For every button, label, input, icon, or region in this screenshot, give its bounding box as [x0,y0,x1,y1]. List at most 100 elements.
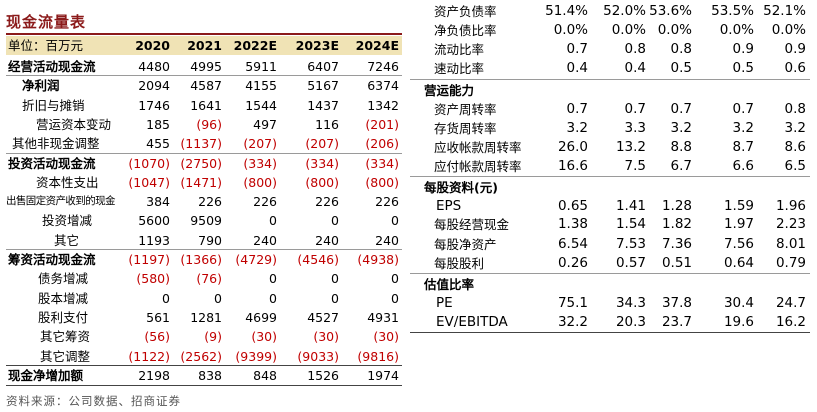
row-value: 6407 [307,59,339,74]
row-value: (1070) [128,155,170,171]
row-value: 790 [198,232,222,248]
row-value: 13.2 [615,139,646,155]
row-value: 226 [198,194,222,210]
section-label: 每股资料(元) [424,180,498,195]
row-label: 现金净增加额 [8,367,84,383]
header-year: 2023E [295,38,339,53]
row-value: 0.79 [775,255,806,271]
row-value: (207) [243,136,277,152]
row-value: 53.5% [711,3,754,19]
row-value: 3.2 [670,120,692,136]
table-row: 应付帐款周转率 16.6 7.5 6.7 6.6 6.5 [410,157,810,176]
row-value: 5911 [245,59,277,74]
row-value: (1122) [128,348,170,364]
row-value: (96) [196,116,222,132]
row-value: 0.8 [670,41,692,57]
row-value: (30) [373,329,399,345]
table-row: 每股经营现金 1.38 1.54 1.82 1.97 2.23 [410,215,810,234]
row-value: 561 [146,309,170,325]
row-value: 1641 [190,97,222,113]
table-row: 应收帐款周转率 26.0 13.2 8.8 8.7 8.6 [410,138,810,157]
table-row: 净负债比率 0.0% 0.0% 0.0% 0.0% 0.0% [410,21,810,40]
row-value: 848 [253,367,277,383]
row-label: 债务增减 [38,271,89,287]
row-value: 51.4% [545,3,588,19]
row-value: 6374 [367,78,399,94]
row-label: 资产负债率 [434,4,497,19]
row-value: 0.9 [784,41,806,57]
row-value: (2750) [180,155,222,171]
row-value: 6.54 [557,236,588,252]
row-value: 9509 [190,213,222,229]
row-value: 1437 [307,97,339,113]
row-value: (800) [365,174,399,190]
row-value: 16.2 [775,314,806,330]
row-value: 0.7 [732,101,754,117]
row-value: 7.36 [661,236,692,252]
row-divider [6,364,402,366]
row-divider [6,75,402,77]
table-row: 资产负债率 51.4% 52.0% 53.6% 53.5% 52.1% [410,2,810,21]
row-value: (334) [365,155,399,171]
row-value: 0 [331,271,339,287]
row-value: 0.4 [624,60,646,76]
row-value: 1342 [367,97,399,113]
row-label: 应收帐款周转率 [434,140,522,155]
row-value: 4155 [245,78,277,94]
row-value: (580) [136,271,170,287]
page-title: 现金流量表 [6,13,87,31]
row-label: 投资增减 [42,213,93,229]
row-value: 1.97 [723,216,754,232]
row-value: 75.1 [557,295,588,311]
row-value: (334) [305,155,339,171]
row-value: 240 [253,232,277,248]
row-value: 3.2 [732,120,754,136]
table-row: 经营活动现金流 4480 4995 5911 6407 7246 [6,57,402,76]
row-value: 1746 [138,97,170,113]
row-value: 0.0% [771,22,806,38]
row-value: 497 [253,116,277,132]
row-label: 出售固定资产收到的现金 [6,195,116,208]
row-value: 0 [214,290,222,306]
row-value: 0.0% [657,22,692,38]
header-year: 2022E [233,38,277,53]
row-value: 0.26 [557,255,588,271]
source-note: 资料来源：公司数据、招商证券 [6,394,181,408]
row-value: 52.1% [763,3,806,19]
row-label: 资产周转率 [434,102,497,117]
table-row: 股本增减 0 0 0 0 0 [6,289,402,308]
table-row: 存货周转率 3.2 3.3 3.2 3.2 3.2 [410,119,810,138]
row-label: 资本性支出 [36,174,99,190]
row-value: 1.96 [775,198,806,214]
row-value: 185 [146,116,170,132]
row-label: PE [436,295,453,311]
table-row: 速动比率 0.4 0.4 0.5 0.5 0.6 [410,59,810,78]
row-value: 0 [331,213,339,229]
section-label: 营运能力 [424,83,475,98]
row-value: 240 [315,232,339,248]
row-value: 3.2 [784,120,806,136]
row-value: 8.8 [670,139,692,155]
row-value: 1.54 [615,216,646,232]
row-value: 1544 [245,97,277,113]
row-value: (206) [365,136,399,152]
row-value: 0 [391,290,399,306]
row-value: 19.6 [723,314,754,330]
table-row: 股利支付 561 1281 4699 4527 4931 [6,308,402,327]
row-value: 1193 [138,232,170,248]
row-value: 34.3 [615,295,646,311]
table-row: 每股净资产 6.54 7.53 7.36 7.56 8.01 [410,235,810,254]
header-year: 2021 [187,38,222,53]
row-value: (1197) [128,252,170,267]
table-row: 净利润 2094 4587 4155 5167 6374 [6,76,402,95]
row-value: 37.8 [661,295,692,311]
row-value: 4699 [245,309,277,325]
row-label: 流动比率 [434,42,485,57]
row-value: 0.6 [784,60,806,76]
row-value: 24.7 [775,295,806,311]
table-row: 投资增减 5600 9509 0 0 0 [6,211,402,230]
table-row: 折旧与摊销 1746 1641 1544 1437 1342 [6,96,402,115]
row-label: 其它 [54,232,80,248]
section-divider [410,79,810,80]
row-value: 226 [375,194,399,210]
